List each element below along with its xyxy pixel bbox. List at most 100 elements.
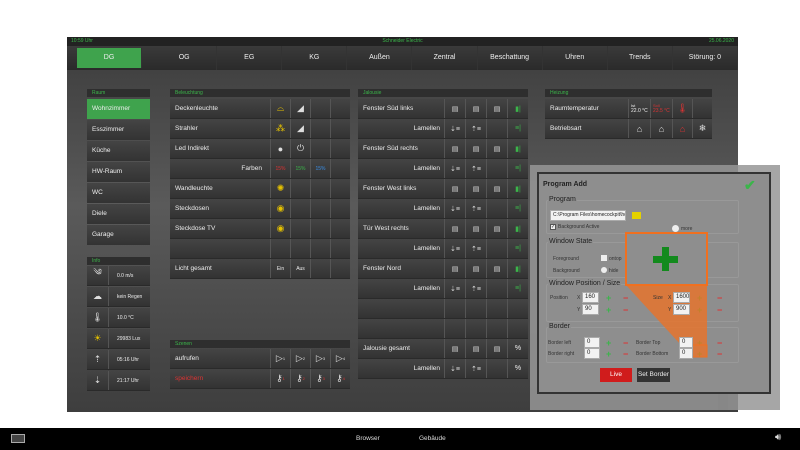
minus-button[interactable]: − <box>717 338 723 348</box>
socket-icon[interactable]: ◉ <box>270 199 290 218</box>
blind-down-icon[interactable]: ▤ <box>444 99 465 118</box>
blind-position-icon[interactable]: ▮| <box>507 259 528 278</box>
raumtemperatur-row[interactable]: Raumtemperatur Ist 22.0 °C Soll 23.5 °C 🌡︎ <box>545 99 712 119</box>
slats-position-icon[interactable]: ≡| <box>507 199 528 218</box>
power-icon[interactable]: ⏻ <box>290 139 310 158</box>
blind-position-icon[interactable]: ▮| <box>507 139 528 158</box>
dimmer-icon[interactable]: ◢ <box>290 99 310 118</box>
light-on-button[interactable]: Ein <box>270 259 290 278</box>
more-label[interactable]: more <box>681 226 693 232</box>
room-item[interactable]: Garage <box>87 225 150 245</box>
color-value[interactable]: 15% <box>310 159 330 178</box>
confirm-check-icon[interactable]: ✔ <box>744 177 756 193</box>
border-right-input[interactable]: 0 <box>584 348 600 359</box>
position-y-input[interactable]: 90 <box>582 304 599 315</box>
ceiling-lamp-icon[interactable]: ⌓ <box>270 99 290 118</box>
blind-stop-icon[interactable]: ▤ <box>486 179 507 198</box>
blind-down-icon[interactable]: ▤ <box>444 179 465 198</box>
more-chevron-icon[interactable] <box>672 225 679 232</box>
background-active-checkbox[interactable]: ✓ <box>550 224 556 230</box>
percent-button[interactable]: % <box>507 339 528 358</box>
plus-button[interactable]: + <box>697 305 703 315</box>
slats-up-icon[interactable]: ⇡≡ <box>465 159 486 178</box>
blind-up-icon[interactable]: ▤ <box>465 339 486 358</box>
soll-temp[interactable]: Soll 23.5 °C <box>650 99 672 118</box>
plus-button[interactable]: + <box>606 293 612 303</box>
blind-stop-icon[interactable]: ▤ <box>486 339 507 358</box>
speaker-icon[interactable]: 🔊︎ <box>775 432 782 443</box>
light-row[interactable]: Wandleuchte ✺ <box>170 179 350 199</box>
size-y-input[interactable]: 900 <box>673 304 690 315</box>
slats-up-icon[interactable]: ⇡≡ <box>465 239 486 258</box>
blind-up-icon[interactable]: ▤ <box>465 179 486 198</box>
position-x-input[interactable]: 160 <box>582 292 599 303</box>
blind-stop-icon[interactable]: ▤ <box>486 99 507 118</box>
tab-8[interactable]: Trends <box>608 46 673 70</box>
border-top-input[interactable]: 0 <box>679 337 693 348</box>
light-row[interactable]: Steckdose TV ◉ <box>170 219 350 239</box>
socket-icon[interactable]: ◉ <box>270 219 290 238</box>
minus-button[interactable]: − <box>623 338 629 348</box>
dimmer-icon[interactable]: ◢ <box>290 119 310 138</box>
plus-button[interactable]: + <box>697 338 703 348</box>
slats-down-icon[interactable]: ⇣≡ <box>444 279 465 298</box>
blind-position-icon[interactable]: ▮| <box>507 219 528 238</box>
room-item[interactable]: HW-Raum <box>87 162 150 182</box>
minus-button[interactable]: − <box>623 349 629 359</box>
light-row[interactable]: Strahler ⁂ ◢ <box>170 119 350 139</box>
slats-down-icon[interactable]: ⇣≡ <box>444 199 465 218</box>
live-button[interactable]: Live <box>600 368 632 382</box>
light-off-button[interactable]: Aus <box>290 259 310 278</box>
tab-3[interactable]: KG <box>282 46 348 70</box>
room-item[interactable]: Küche <box>87 141 150 161</box>
light-row[interactable]: Led Indirekt ● ⏻ <box>170 139 350 159</box>
minus-button[interactable]: − <box>623 293 629 303</box>
house-comfort-icon[interactable]: ⌂ <box>628 119 650 138</box>
blind-position-icon[interactable]: ▮| <box>507 179 528 198</box>
play-scene-icon[interactable]: ▷ 3 <box>310 349 330 368</box>
tab-1[interactable]: OG <box>152 46 218 70</box>
slats-position-icon[interactable]: ≡| <box>507 119 528 138</box>
blind-down-icon[interactable]: ▤ <box>444 219 465 238</box>
house-standby-icon[interactable]: ⌂ <box>650 119 672 138</box>
plus-button[interactable]: + <box>697 293 703 303</box>
program-path-input[interactable]: C:\Program Files\homecockpit\hc <box>550 210 626 221</box>
color-value[interactable]: 15% <box>290 159 310 178</box>
tab-2[interactable]: EG <box>217 46 283 70</box>
folder-icon[interactable] <box>632 212 641 219</box>
blind-down-icon[interactable]: ▤ <box>444 259 465 278</box>
color-value[interactable]: 15% <box>270 159 290 178</box>
size-x-input[interactable]: 1600 <box>673 292 690 303</box>
play-scene-icon[interactable]: ▷ 2 <box>290 349 310 368</box>
slats-down-icon[interactable]: ⇣≡ <box>444 159 465 178</box>
blind-up-icon[interactable]: ▤ <box>465 139 486 158</box>
blind-down-icon[interactable]: ▤ <box>444 139 465 158</box>
thermometer-icon[interactable]: 🌡︎ <box>672 99 692 118</box>
slats-up-icon[interactable]: ⇡≡ <box>465 359 486 378</box>
save-scene-icon[interactable]: ⚷ 2 <box>290 369 310 388</box>
blind-up-icon[interactable]: ▤ <box>465 219 486 238</box>
bulb-icon[interactable]: ✺ <box>270 179 290 198</box>
light-row[interactable]: Farben 15% 15% 15% <box>170 159 350 179</box>
plus-button[interactable]: + <box>606 305 612 315</box>
blind-up-icon[interactable]: ▤ <box>465 259 486 278</box>
tab-0[interactable]: DG <box>77 48 143 68</box>
plus-button[interactable]: + <box>606 338 612 348</box>
set-border-button[interactable]: Set Border <box>637 368 670 382</box>
border-bottom-input[interactable]: 0 <box>679 348 693 359</box>
tab-7[interactable]: Uhren <box>543 46 608 70</box>
play-scene-icon[interactable]: ▷ 1 <box>270 349 290 368</box>
room-item[interactable]: Esszimmer <box>87 120 150 140</box>
house-night-icon[interactable]: ⌂ <box>672 119 692 138</box>
room-item[interactable]: Diele <box>87 204 150 224</box>
ontop-checkbox[interactable] <box>601 255 607 261</box>
percent-button[interactable]: % <box>507 359 528 378</box>
light-row[interactable]: Steckdosen ◉ <box>170 199 350 219</box>
spotlight-icon[interactable]: ⁂ <box>270 119 290 138</box>
slats-position-icon[interactable]: ≡| <box>507 159 528 178</box>
light-row[interactable]: Deckenleuchte ⌓ ◢ <box>170 99 350 119</box>
slats-down-icon[interactable]: ⇣≡ <box>444 359 465 378</box>
slats-down-icon[interactable]: ⇣≡ <box>444 119 465 138</box>
slats-up-icon[interactable]: ⇡≡ <box>465 119 486 138</box>
minus-button[interactable]: − <box>717 349 723 359</box>
